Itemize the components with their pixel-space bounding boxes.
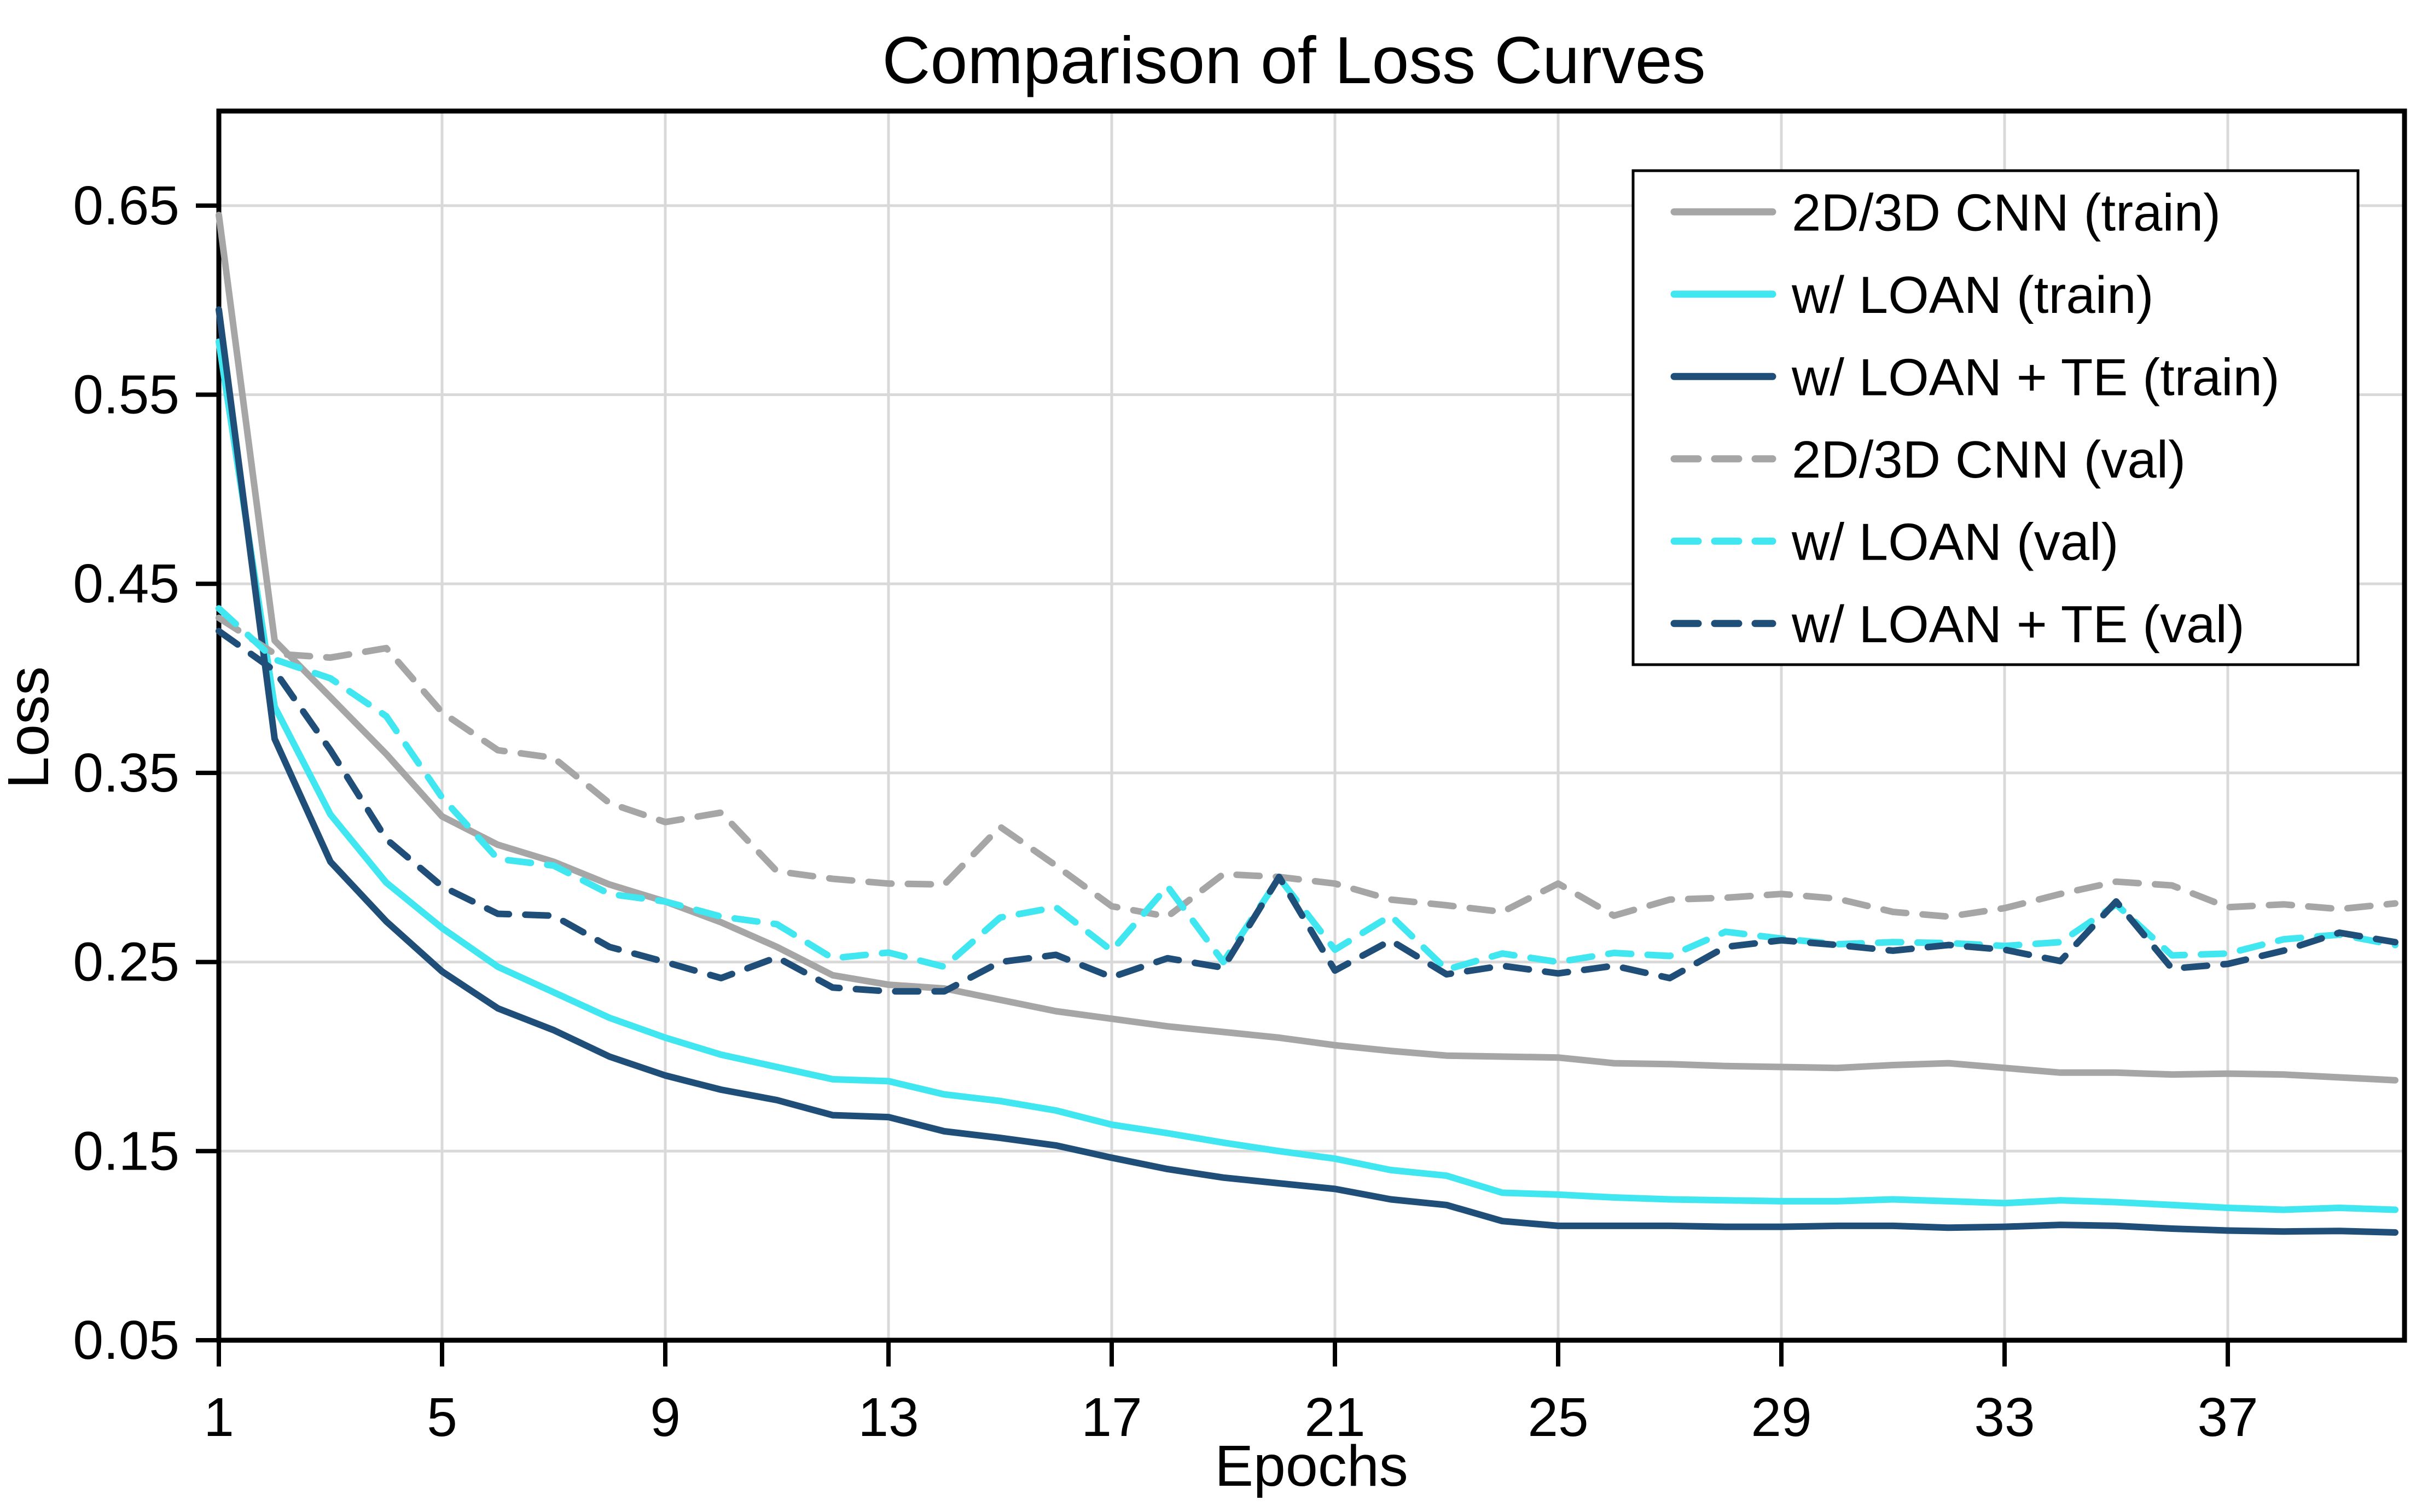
legend-box [1631,169,2360,666]
x-tick-label: 17 [1081,1387,1142,1448]
y-tick-label: 0.05 [73,1310,179,1371]
x-tick-label: 13 [858,1387,919,1448]
legend-label: 2D/3D CNN (train) [1792,183,2221,242]
x-tick-label: 21 [1304,1387,1365,1448]
x-tick-label: 1 [204,1387,234,1448]
legend-label: w/ LOAN + TE (train) [1791,348,2280,406]
series-line-w-loan-val- [216,605,2398,973]
y-tick-label: 0.65 [73,175,179,236]
legend: 2D/3D CNN (train) w/ LOAN (train) w/ LOAN … [1631,169,2360,666]
series-lines [216,212,2398,1236]
x-tick-label: 25 [1528,1387,1588,1448]
y-tick-label: 0.45 [73,553,179,614]
legend-label: w/ LOAN + TE (val) [1791,595,2245,654]
x-tick-label: 37 [2197,1387,2258,1448]
y-tick-label: 0.25 [73,932,179,993]
x-tick-label: 5 [427,1387,457,1448]
legend-label: 2D/3D CNN (val) [1792,431,2186,489]
x-tick-label: 33 [1974,1387,2035,1448]
y-tick-label: 0.15 [73,1120,179,1182]
legend-label: w/ LOAN (train) [1791,266,2153,324]
chart-title: Comparison of Loss Curves [882,23,1705,97]
legend-item: w/ LOAN (train) [1670,266,2153,324]
series-line-w-loan-te-train- [216,306,2398,1236]
legend-item: w/ LOAN (val) [1670,513,2118,571]
series-line-w-loan-te-val- [216,627,2398,995]
legend-label: w/ LOAN (val) [1791,513,2118,571]
x-tick-label: 29 [1751,1387,1811,1448]
series-line-2d-3d-cnn-train- [216,212,2398,1084]
y-tick-label: 0.55 [73,364,179,426]
legend-item: 2D/3D CNN (val) [1670,431,2186,489]
y-axis-label: Loss [0,666,61,789]
series-line-w-loan-train- [216,338,2398,1213]
legend-item: w/ LOAN + TE (val) [1670,595,2245,654]
x-axis-label: Epochs [1215,1434,1408,1498]
y-tick-label: 0.35 [73,742,179,804]
tick-labels: 0.05 0.15 0.25 0.35 0.45 0.55 0.65 1 5 9 13 17 21 25 2… [73,175,2258,1448]
axes [196,108,2407,1366]
x-tick-label: 9 [650,1387,681,1448]
plot-border [216,108,2407,1343]
gridlines [217,111,2405,1340]
legend-item: 2D/3D CNN (train) [1670,183,2221,242]
legend-item: w/ LOAN + TE (train) [1670,348,2280,406]
